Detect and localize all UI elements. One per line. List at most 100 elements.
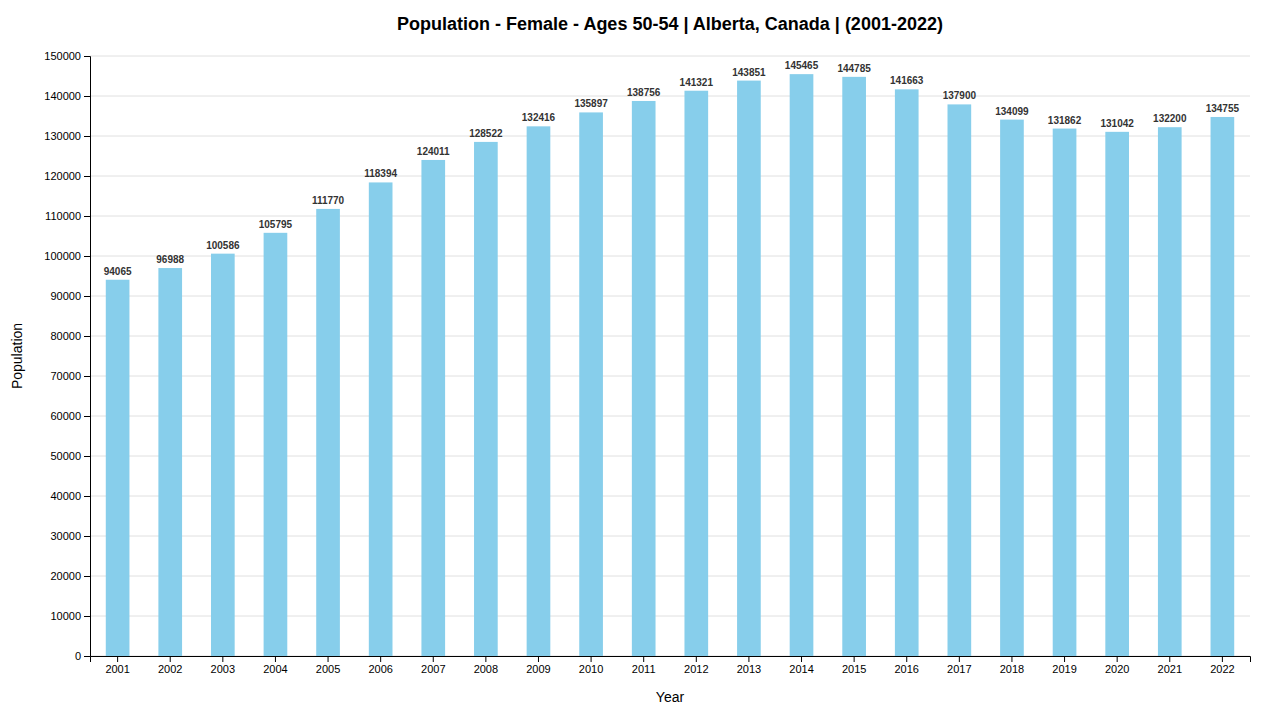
tick-label: 2005 bbox=[316, 663, 340, 675]
tick-mark bbox=[433, 656, 434, 662]
tick-label: 60000 bbox=[50, 410, 81, 422]
x-tick: 2018 bbox=[1000, 656, 1024, 675]
tick-label: 40000 bbox=[50, 490, 81, 502]
x-tick: 2010 bbox=[579, 656, 603, 675]
tick-label: 2009 bbox=[526, 663, 550, 675]
tick-mark bbox=[84, 96, 90, 97]
x-tick: 2009 bbox=[526, 656, 550, 675]
grid-line bbox=[90, 96, 1250, 97]
data-label: 134755 bbox=[1206, 103, 1240, 114]
bar bbox=[106, 280, 130, 656]
bar bbox=[632, 101, 656, 656]
data-label: 145465 bbox=[785, 60, 819, 71]
tick-label: 80000 bbox=[50, 330, 81, 342]
x-tick: 2007 bbox=[421, 656, 445, 675]
tick-mark bbox=[84, 256, 90, 257]
tick-mark bbox=[84, 136, 90, 137]
data-label: 94065 bbox=[104, 266, 132, 277]
x-axis-title: Year bbox=[656, 689, 685, 705]
tick-label: 0 bbox=[75, 650, 81, 662]
bar bbox=[474, 142, 498, 656]
y-tick: 80000 bbox=[50, 330, 90, 342]
tick-mark bbox=[84, 656, 90, 657]
data-label: 135897 bbox=[574, 98, 608, 109]
data-label: 128522 bbox=[469, 128, 503, 139]
tick-mark bbox=[84, 176, 90, 177]
tick-label: 2013 bbox=[737, 663, 761, 675]
y-tick: 50000 bbox=[50, 450, 90, 462]
bar bbox=[421, 160, 445, 656]
y-tick: 130000 bbox=[44, 130, 90, 142]
tick-mark bbox=[84, 536, 90, 537]
tick-mark bbox=[170, 656, 171, 662]
tick-label: 150000 bbox=[44, 50, 81, 62]
tick-label: 2014 bbox=[789, 663, 813, 675]
plot-area bbox=[106, 74, 1234, 656]
tick-label: 130000 bbox=[44, 130, 81, 142]
x-tick: 2012 bbox=[684, 656, 708, 675]
tick-mark bbox=[801, 656, 802, 662]
data-label: 144785 bbox=[837, 63, 871, 74]
tick-label: 2012 bbox=[684, 663, 708, 675]
bar bbox=[1105, 132, 1129, 656]
y-tick: 30000 bbox=[50, 530, 90, 542]
axis-line bbox=[91, 657, 1251, 663]
y-tick: 40000 bbox=[50, 490, 90, 502]
tick-mark bbox=[906, 656, 907, 662]
x-tick: 2020 bbox=[1105, 656, 1129, 675]
tick-mark bbox=[84, 496, 90, 497]
tick-mark bbox=[84, 456, 90, 457]
tick-label: 10000 bbox=[50, 610, 81, 622]
data-label: 118394 bbox=[364, 168, 397, 179]
tick-mark bbox=[84, 216, 90, 217]
x-tick: 2016 bbox=[894, 656, 918, 675]
data-label: 134099 bbox=[995, 106, 1029, 117]
y-tick: 100000 bbox=[44, 250, 90, 262]
tick-label: 2008 bbox=[474, 663, 498, 675]
y-tick: 90000 bbox=[50, 290, 90, 302]
data-label: 141663 bbox=[890, 75, 924, 86]
tick-mark bbox=[1064, 656, 1065, 662]
data-label: 96988 bbox=[156, 254, 184, 265]
tick-label: 140000 bbox=[44, 90, 81, 102]
x-tick: 2004 bbox=[263, 656, 287, 675]
y-tick: 0 bbox=[75, 650, 90, 662]
bar bbox=[895, 89, 919, 656]
tick-mark bbox=[1169, 656, 1170, 662]
x-tick: 2022 bbox=[1210, 656, 1234, 675]
tick-label: 50000 bbox=[50, 450, 81, 462]
tick-mark bbox=[1011, 656, 1012, 662]
tick-label: 90000 bbox=[50, 290, 81, 302]
tick-label: 2016 bbox=[894, 663, 918, 675]
x-tick: 2013 bbox=[737, 656, 761, 675]
x-tick: 2006 bbox=[368, 656, 392, 675]
tick-label: 2018 bbox=[1000, 663, 1024, 675]
bar bbox=[1053, 129, 1077, 656]
tick-mark bbox=[84, 56, 90, 57]
x-tick: 2003 bbox=[211, 656, 235, 675]
bar bbox=[211, 254, 235, 656]
bar bbox=[948, 104, 972, 656]
x-axis: 2001200220032004200520062007200820092010… bbox=[91, 656, 1251, 675]
bar bbox=[264, 233, 288, 656]
y-tick: 60000 bbox=[50, 410, 90, 422]
tick-mark bbox=[84, 376, 90, 377]
tick-mark bbox=[84, 576, 90, 577]
bar bbox=[790, 74, 814, 656]
data-label: 141321 bbox=[680, 77, 714, 88]
tick-label: 20000 bbox=[50, 570, 81, 582]
bar bbox=[158, 268, 182, 656]
data-label: 132416 bbox=[522, 112, 556, 123]
data-label: 124011 bbox=[417, 146, 450, 157]
x-tick: 2011 bbox=[632, 656, 656, 675]
tick-label: 2001 bbox=[105, 663, 129, 675]
tick-label: 2022 bbox=[1210, 663, 1234, 675]
y-tick: 20000 bbox=[50, 570, 90, 582]
tick-label: 2010 bbox=[579, 663, 603, 675]
tick-label: 2004 bbox=[263, 663, 287, 675]
grid bbox=[90, 56, 1250, 656]
tick-label: 2011 bbox=[632, 663, 656, 675]
data-labels: 9406596988100586105795111770118394124011… bbox=[104, 60, 1240, 277]
y-tick: 120000 bbox=[44, 170, 90, 182]
bar bbox=[316, 209, 340, 656]
